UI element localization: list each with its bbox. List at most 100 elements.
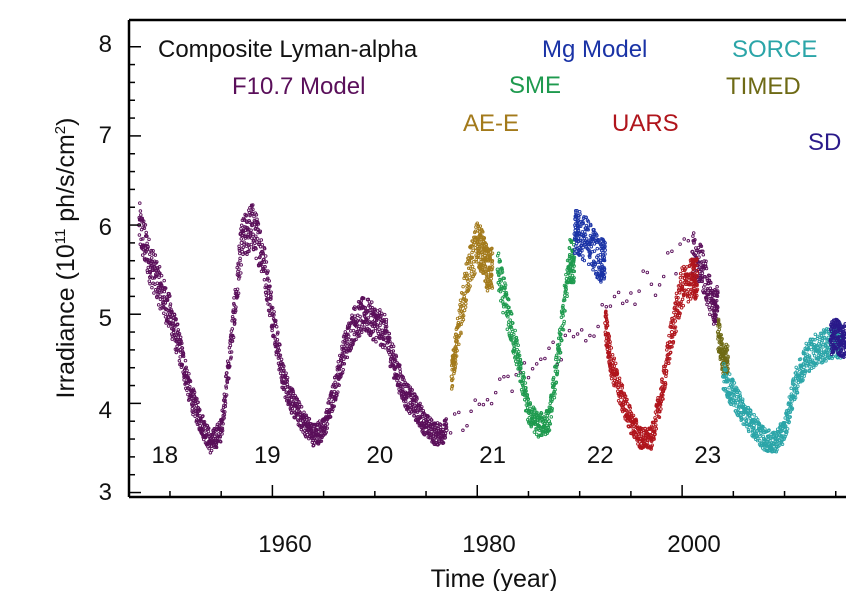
data-point (400, 387, 405, 391)
data-point (741, 403, 746, 407)
data-point (314, 427, 319, 432)
data-point (706, 288, 710, 292)
data-point (696, 245, 701, 250)
data-point (396, 376, 401, 380)
data-point (787, 420, 791, 424)
data-point (168, 294, 172, 298)
data-point (663, 364, 667, 369)
data-point (403, 399, 408, 404)
data-point (235, 287, 240, 291)
data-point (526, 397, 531, 402)
data-point (587, 240, 593, 245)
data-point (650, 443, 654, 447)
data-point (510, 389, 514, 393)
data-point (461, 317, 466, 322)
data-point (454, 361, 458, 366)
data-point (607, 334, 612, 339)
data-point (571, 259, 576, 264)
data-layer (137, 201, 846, 455)
data-point (269, 290, 273, 294)
data-point (562, 319, 566, 324)
data-point (809, 347, 814, 352)
data-point (379, 342, 384, 346)
data-point (226, 361, 231, 365)
data-point (598, 260, 602, 265)
data-point (791, 377, 796, 381)
data-point (512, 349, 517, 353)
data-point (266, 269, 270, 273)
data-point (355, 319, 360, 323)
data-point (192, 388, 196, 393)
data-point (412, 414, 417, 418)
y-axis-title-squared: 2 (52, 126, 69, 134)
data-point (183, 358, 188, 363)
data-point (227, 364, 232, 368)
data-point (158, 297, 163, 301)
data-point (555, 371, 560, 376)
data-point (552, 395, 557, 400)
data-point (828, 338, 833, 344)
data-point (629, 291, 633, 295)
data-point (528, 402, 533, 406)
data-point (600, 302, 604, 307)
data-point (567, 328, 572, 333)
data-point (802, 374, 806, 378)
data-point (166, 312, 170, 316)
data-point (188, 379, 193, 384)
data-point (610, 361, 615, 365)
data-point (239, 240, 244, 245)
data-point (518, 357, 523, 362)
data-point (738, 393, 742, 398)
data-point (625, 402, 630, 406)
data-point (262, 257, 266, 262)
data-point (577, 231, 582, 237)
data-point (315, 422, 320, 427)
data-point (174, 350, 179, 355)
data-point (180, 362, 185, 367)
data-point (599, 280, 603, 284)
data-point (554, 380, 559, 384)
data-point (254, 234, 258, 238)
data-point (518, 364, 523, 369)
data-point (731, 383, 735, 387)
data-point (731, 392, 736, 397)
data-point (163, 301, 168, 305)
data-point (192, 390, 197, 395)
data-point (244, 213, 249, 218)
data-point (501, 310, 505, 315)
data-point (678, 276, 683, 280)
data-point (671, 321, 676, 325)
data-point (812, 354, 817, 358)
data-point (811, 365, 816, 369)
data-point (775, 427, 780, 431)
data-point (798, 357, 803, 361)
data-point (282, 364, 286, 368)
data-point (604, 304, 609, 309)
data-point (155, 295, 159, 300)
ticks-layer (129, 45, 837, 497)
data-point (637, 289, 641, 293)
data-point (205, 433, 209, 437)
cycle-label-22: 22 (587, 442, 614, 469)
data-point (415, 397, 419, 401)
data-point (741, 410, 746, 415)
data-point (138, 209, 143, 213)
data-point (681, 303, 686, 308)
data-point (262, 278, 267, 282)
data-point (508, 318, 512, 322)
data-point (674, 329, 678, 333)
data-point (824, 359, 828, 363)
data-point (370, 324, 375, 328)
data-point (497, 282, 502, 287)
data-point (225, 371, 229, 375)
data-point (695, 287, 700, 292)
data-point (680, 285, 685, 290)
data-point (336, 390, 340, 394)
data-point (144, 230, 148, 235)
data-point (410, 388, 414, 392)
data-point (695, 274, 699, 279)
data-point (581, 221, 586, 226)
data-point (140, 253, 145, 257)
data-point (613, 376, 617, 380)
data-point (595, 246, 600, 251)
